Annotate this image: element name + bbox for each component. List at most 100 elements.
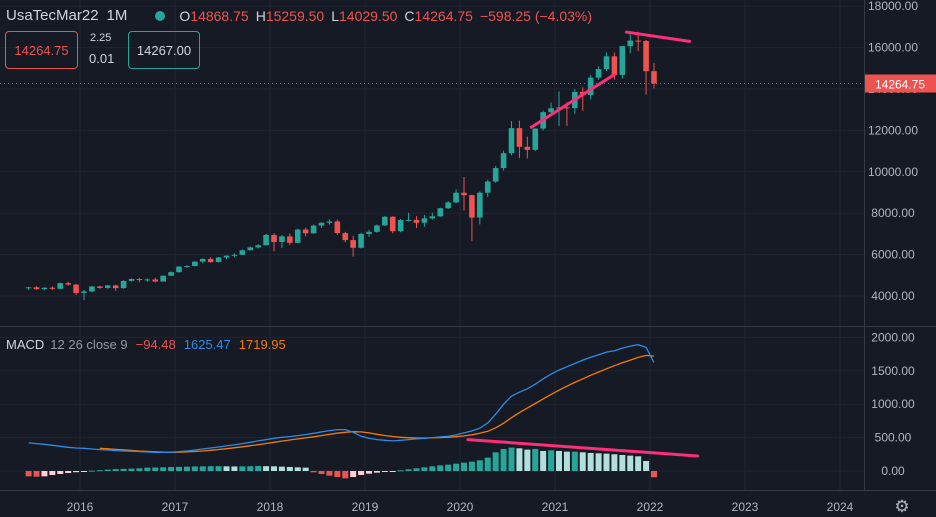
macd-histogram-bar (104, 469, 111, 471)
macd-histogram-bar (112, 469, 119, 471)
macd-histogram-bar (540, 450, 547, 471)
price-tick-label: 16000.00 (868, 41, 918, 55)
macd-histogram-bar (563, 451, 570, 471)
buy-button[interactable]: 14267.00 (128, 31, 200, 69)
macd-line (28, 344, 655, 454)
candle-body (635, 40, 641, 42)
candle (192, 261, 198, 267)
candle (334, 219, 341, 235)
candle-body (160, 275, 166, 282)
candle-body (81, 291, 87, 293)
candle (318, 222, 325, 228)
macd-name[interactable]: MACD (6, 337, 45, 352)
candle (294, 228, 301, 244)
candle-body (429, 216, 436, 219)
macd-histogram-bar (120, 468, 127, 471)
candle-body (184, 265, 190, 267)
candle (279, 234, 285, 248)
macd-histogram-bar (41, 471, 48, 477)
macd-tick-label: 500.00 (875, 431, 912, 445)
macd-histogram-bar (73, 471, 80, 473)
candle (144, 278, 151, 282)
candle (239, 249, 246, 256)
macd-histogram-bar (389, 471, 396, 472)
candle-body (350, 240, 356, 248)
candle (168, 271, 174, 277)
time-tick-label: 2022 (637, 500, 664, 514)
macd-histogram-bar (548, 450, 555, 471)
settings-gear-icon[interactable]: ⚙ (894, 497, 909, 517)
macd-histogram-bar (176, 466, 182, 471)
macd-histogram-bar (397, 470, 404, 472)
candle (160, 275, 166, 282)
candle (247, 246, 254, 251)
candle-body (643, 40, 649, 72)
candle-body (192, 261, 198, 266)
macd-histogram-bar (603, 453, 610, 471)
macd-histogram-bar (445, 464, 452, 471)
candle-body (215, 257, 222, 263)
rising-trendline (529, 73, 616, 129)
candle (405, 212, 412, 222)
candle-body (556, 107, 562, 109)
high-label: H (255, 7, 266, 24)
symbol-name[interactable]: UsaTecMar22 (6, 7, 99, 24)
symbol-legend: UsaTecMar22 1M O 14868.75 H 15259.50 L 1402… (6, 7, 599, 24)
time-tick-label: 2017 (162, 500, 189, 514)
macd-histogram-bar (302, 467, 309, 471)
candle-body (548, 108, 554, 113)
macd-histogram-bar (33, 471, 40, 477)
candle (477, 191, 483, 225)
macd-histogram-bar (579, 452, 586, 471)
candle-body (564, 107, 570, 109)
candle-body (33, 287, 40, 290)
candle-body (136, 279, 143, 281)
price-tick-label: 12000.00 (868, 123, 918, 137)
macd-histogram-bar (413, 468, 420, 471)
candle (342, 231, 349, 243)
candle (65, 281, 71, 286)
candle-body (334, 221, 341, 234)
candle-body (49, 287, 56, 289)
candle (374, 224, 380, 233)
candle-body (389, 216, 396, 232)
candle (461, 176, 467, 211)
candle-body (310, 225, 317, 234)
spread-label: 2.25 (90, 32, 112, 44)
macd-histogram-bar (160, 467, 167, 471)
macd-histogram-bar (239, 466, 246, 471)
candle-body (342, 233, 349, 241)
candle-body (413, 219, 420, 223)
time-tick-label: 2021 (542, 500, 569, 514)
candle (184, 265, 190, 268)
macd-histogram-bar (484, 457, 491, 471)
close-label: C (404, 7, 415, 24)
macd-histogram-bar (453, 463, 460, 471)
timeframe[interactable]: 1M (106, 7, 128, 24)
annotations (466, 30, 700, 458)
candle-body (239, 250, 246, 255)
candle (595, 66, 602, 80)
candle (199, 258, 206, 264)
candle-body (271, 234, 277, 242)
time-tick-label: 2016 (67, 500, 94, 514)
macd-tick-label: 1500.00 (871, 364, 915, 378)
macd-tick-label: 2000.00 (871, 330, 915, 344)
candle-body (318, 222, 325, 226)
candle-body (176, 266, 182, 273)
candle-body (382, 216, 388, 226)
sell-button[interactable]: 14264.75 (5, 31, 78, 69)
macd-tick-label: 1000.00 (871, 397, 915, 411)
candle (484, 179, 491, 198)
candle (223, 255, 230, 260)
candle (302, 227, 309, 237)
candle-body (73, 284, 79, 293)
macd-histogram-bar (476, 460, 483, 471)
macd-histogram-bar (144, 467, 151, 471)
candle (587, 75, 594, 100)
candle (326, 219, 333, 225)
candle (97, 285, 103, 289)
candle-body (500, 153, 507, 169)
candle (532, 128, 539, 152)
